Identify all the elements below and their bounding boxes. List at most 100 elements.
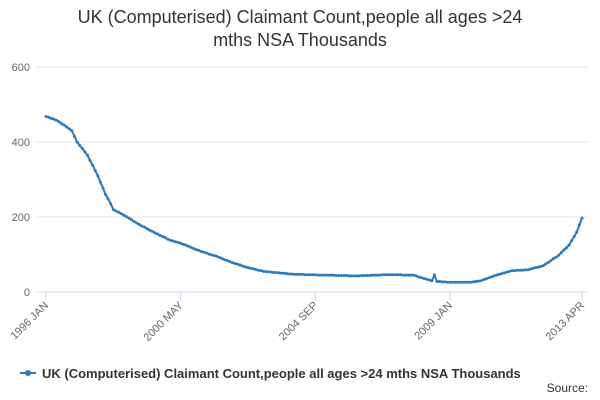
point (197, 248, 201, 252)
point (562, 248, 566, 252)
point (414, 274, 418, 278)
point (443, 280, 447, 284)
point (386, 273, 390, 277)
point (476, 279, 480, 283)
point (168, 238, 172, 242)
point (492, 274, 496, 278)
point (557, 253, 561, 257)
point (552, 257, 556, 261)
point (230, 261, 234, 265)
point (111, 208, 115, 211)
point (425, 277, 429, 281)
point (451, 280, 455, 284)
point (298, 272, 302, 276)
point (148, 228, 152, 232)
y-tick-label: 400 (12, 137, 30, 149)
point (295, 272, 299, 276)
point (254, 268, 258, 271)
point (489, 275, 493, 279)
point (145, 227, 149, 231)
point (171, 239, 175, 243)
point (88, 158, 92, 162)
point (80, 146, 84, 150)
point (458, 280, 462, 284)
point (407, 273, 411, 277)
point (114, 209, 118, 213)
point (430, 279, 434, 283)
legend-marker (25, 370, 31, 376)
x-tick-label: 2004 SEP (277, 300, 321, 344)
point (153, 231, 157, 235)
point (329, 273, 333, 277)
point (564, 246, 568, 250)
point (572, 235, 576, 238)
point (331, 273, 335, 277)
point (350, 274, 354, 278)
point (471, 280, 475, 284)
point (412, 273, 416, 277)
point (176, 241, 180, 244)
point (57, 120, 61, 124)
point (536, 265, 540, 269)
point (440, 280, 444, 284)
point (70, 129, 74, 133)
point (401, 273, 405, 277)
point (238, 263, 242, 267)
point (259, 269, 263, 273)
point (427, 278, 431, 282)
point (124, 215, 128, 219)
point (65, 125, 69, 129)
point (355, 274, 359, 278)
point (541, 264, 545, 268)
point (192, 247, 196, 250)
point (236, 262, 240, 266)
point (313, 273, 317, 277)
point (347, 274, 351, 278)
point (357, 274, 361, 278)
point (277, 271, 281, 275)
point (290, 272, 294, 276)
point (83, 150, 87, 154)
point (466, 280, 470, 284)
point (282, 271, 286, 275)
point (559, 251, 563, 255)
point (54, 118, 58, 122)
point (181, 242, 185, 246)
point (482, 278, 486, 282)
point (544, 262, 548, 266)
point (438, 280, 442, 283)
point (49, 116, 53, 120)
point (546, 260, 550, 264)
point (365, 274, 369, 277)
point (135, 221, 139, 225)
point (202, 250, 206, 254)
point (432, 273, 436, 277)
point (531, 266, 535, 270)
point (463, 280, 467, 284)
point (523, 268, 527, 272)
point (417, 275, 421, 279)
point (399, 273, 403, 277)
y-tick-label: 200 (12, 212, 30, 224)
point (189, 245, 193, 249)
point (129, 218, 133, 222)
point (212, 254, 216, 258)
point (453, 280, 457, 284)
point (507, 269, 511, 273)
y-tick-label: 0 (24, 287, 30, 299)
point (256, 268, 260, 272)
point (396, 273, 400, 277)
x-tick-label: 1996 JAN (8, 300, 51, 343)
point (44, 115, 48, 118)
point (505, 270, 509, 274)
point (456, 280, 460, 284)
point (339, 274, 343, 277)
point (215, 254, 219, 258)
point (539, 265, 543, 268)
point (96, 174, 100, 178)
point (570, 239, 574, 243)
point (223, 258, 227, 262)
point (422, 277, 426, 280)
source: Source: (547, 381, 588, 395)
